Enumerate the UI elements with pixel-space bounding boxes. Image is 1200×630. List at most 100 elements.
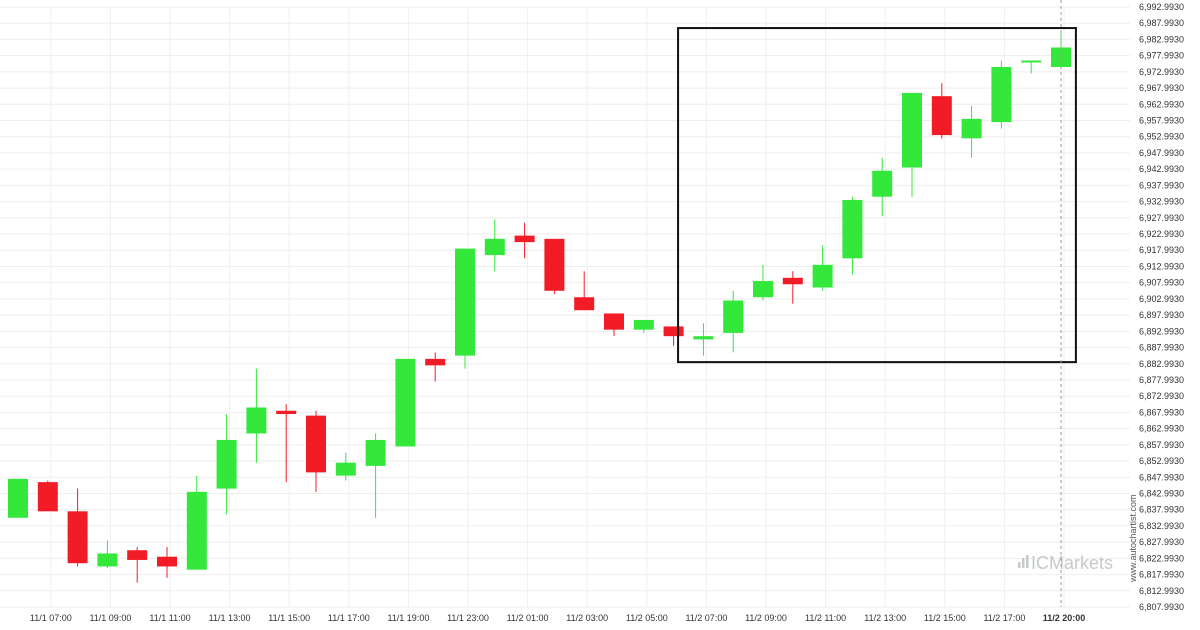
candle-body — [574, 297, 595, 311]
y-tick-label: 6,912.9930 — [1139, 261, 1184, 271]
y-tick-label: 6,807.9930 — [1139, 602, 1184, 612]
y-tick-label: 6,887.9930 — [1139, 343, 1184, 353]
candle-body — [902, 92, 922, 168]
y-tick-label: 6,972.9930 — [1139, 67, 1184, 77]
candle-body — [37, 482, 58, 512]
candle-body — [425, 358, 446, 366]
candle-body — [633, 319, 654, 330]
overlay-layer — [677, 0, 1077, 607]
x-tick-label: 11/1 19:00 — [387, 613, 429, 623]
y-tick-label: 6,952.9930 — [1139, 132, 1184, 142]
y-tick-label: 6,892.9930 — [1139, 326, 1184, 336]
candle-body — [484, 238, 505, 256]
candle-body — [306, 415, 326, 473]
x-tick-label: 11/1 07:00 — [30, 613, 72, 623]
candle-body — [186, 491, 207, 570]
candle-body — [127, 550, 148, 560]
x-tick-label: 11/2 09:00 — [745, 613, 787, 623]
y-tick-label: 6,932.9930 — [1139, 197, 1184, 207]
candle-body — [961, 118, 982, 139]
y-tick-label: 6,832.9930 — [1139, 521, 1184, 531]
y-tick-label: 6,937.9930 — [1139, 180, 1184, 190]
y-tick-label: 6,977.9930 — [1139, 51, 1184, 61]
y-tick-label: 6,992.9930 — [1139, 2, 1184, 12]
x-tick-label: 11/1 15:00 — [268, 613, 310, 623]
y-tick-label: 6,907.9930 — [1139, 278, 1184, 288]
candle-body — [1051, 47, 1071, 67]
x-tick-label: 11/2 11:00 — [805, 613, 846, 623]
y-tick-label: 6,947.9930 — [1139, 148, 1184, 158]
y-tick-label: 6,862.9930 — [1139, 424, 1184, 434]
candles-layer — [8, 32, 1071, 583]
y-tick-label: 6,852.9930 — [1139, 456, 1184, 466]
y-tick-label: 6,822.9930 — [1139, 553, 1184, 563]
candle-body — [663, 326, 684, 337]
candle-body — [693, 336, 714, 340]
y-tick-label: 6,927.9930 — [1139, 213, 1184, 223]
y-tick-label: 6,987.9930 — [1139, 18, 1184, 28]
y-tick-label: 6,867.9930 — [1139, 407, 1184, 417]
y-tick-label: 6,917.9930 — [1139, 245, 1184, 255]
candle-body — [931, 96, 952, 136]
y-tick-label: 6,817.9930 — [1139, 570, 1184, 580]
y-tick-label: 6,837.9930 — [1139, 505, 1184, 515]
x-tick-label: 11/1 09:00 — [89, 613, 131, 623]
candle-body — [335, 462, 356, 476]
candle-body — [514, 235, 535, 243]
candle-body — [157, 556, 177, 567]
watermark-url: www.autochartist.com — [1128, 494, 1138, 583]
x-tick-label: 11/1 17:00 — [328, 613, 370, 623]
x-tick-label: 11/2 01:00 — [507, 613, 549, 623]
y-tick-label: 6,882.9930 — [1139, 359, 1184, 369]
y-tick-label: 6,962.9930 — [1139, 99, 1184, 109]
y-axis: 6,992.9930 6,987.9930 6,982.9930 6,977.9930… — [1139, 2, 1184, 612]
x-tick-label: 11/1 13:00 — [209, 613, 251, 623]
y-tick-label: 6,957.9930 — [1139, 116, 1184, 126]
x-tick-label: 11/2 03:00 — [566, 613, 608, 623]
candle-body — [97, 553, 118, 567]
y-tick-label: 6,812.9930 — [1139, 586, 1184, 596]
y-tick-label: 6,942.9930 — [1139, 164, 1184, 174]
y-tick-label: 6,877.9930 — [1139, 375, 1184, 385]
watermark: ICMarkets www.autochartist.com — [1018, 494, 1138, 583]
x-tick-label: 11/1 11:00 — [149, 613, 190, 623]
pattern-highlight-box — [677, 27, 1077, 364]
y-tick-label: 6,827.9930 — [1139, 537, 1184, 547]
candle-body — [782, 277, 803, 285]
candle-body — [842, 199, 863, 259]
candle-body — [246, 407, 267, 434]
y-tick-label: 6,842.9930 — [1139, 488, 1184, 498]
candle-body — [216, 439, 237, 489]
candle-body — [8, 478, 28, 518]
candle-body — [276, 410, 297, 415]
candle-body — [753, 281, 773, 298]
x-tick-label: 11/2 20:00 — [1043, 613, 1086, 623]
x-tick-label: 11/2 07:00 — [685, 613, 727, 623]
x-tick-label: 11/2 05:00 — [626, 613, 668, 623]
x-tick-label: 11/1 23:00 — [447, 613, 489, 623]
y-tick-label: 6,902.9930 — [1139, 294, 1184, 304]
x-tick-label: 11/2 15:00 — [924, 613, 966, 623]
x-tick-label: 11/2 13:00 — [864, 613, 906, 623]
y-tick-label: 6,982.9930 — [1139, 34, 1184, 44]
candle-body — [872, 170, 893, 197]
y-tick-label: 6,897.9930 — [1139, 310, 1184, 320]
x-axis: 11/1 07:00 11/1 09:00 11/1 11:00 11/1 13:00… — [30, 613, 1085, 623]
candle-body — [395, 358, 416, 447]
candle-body — [544, 238, 565, 291]
y-tick-label: 6,857.9930 — [1139, 440, 1184, 450]
watermark-brand: ICMarkets — [1031, 553, 1113, 573]
y-tick-label: 6,872.9930 — [1139, 391, 1184, 401]
y-tick-label: 6,967.9930 — [1139, 83, 1184, 93]
candle-body — [991, 66, 1012, 123]
candle-body — [812, 264, 833, 288]
icmarkets-logo-icon — [1018, 555, 1029, 568]
candle-body — [455, 248, 475, 356]
grid-layer — [0, 6, 1130, 608]
y-tick-label: 6,922.9930 — [1139, 229, 1184, 239]
candle-body — [365, 439, 386, 466]
candle-body — [67, 511, 88, 564]
candle-body — [1021, 60, 1042, 63]
